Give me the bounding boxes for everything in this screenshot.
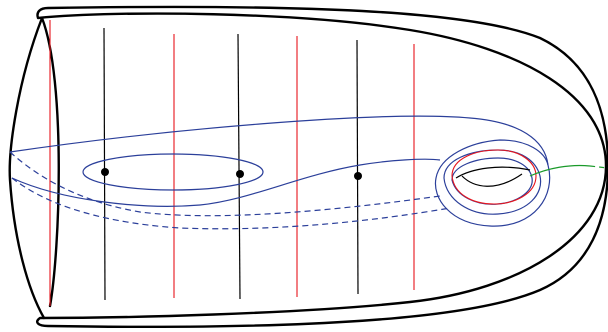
black-meridian-2	[237, 33, 241, 300]
handle-upper-lip	[455, 166, 531, 179]
red-handle-loop	[451, 149, 537, 205]
blue-dashed-lower	[11, 177, 451, 230]
green-curve-dashed	[589, 165, 608, 169]
marked-point-1	[101, 168, 109, 176]
blue-handle-loop-outer	[434, 139, 551, 227]
blue-handle-loop-inner	[451, 157, 533, 205]
red-meridians	[49, 20, 415, 306]
black-meridian-1	[103, 27, 106, 301]
black-meridians	[103, 27, 359, 301]
surface-outline	[36, 5, 608, 329]
blue-upper-curve	[9, 115, 549, 166]
blue-lower-curve	[11, 158, 441, 207]
marked-point-3	[354, 172, 362, 180]
left-boundary	[8, 16, 46, 320]
blue-curves	[9, 115, 551, 230]
blue-dashed-upper	[9, 151, 441, 217]
marked-point-2	[236, 170, 244, 178]
blue-handle-loop-middle	[443, 149, 542, 215]
black-meridian-3	[356, 39, 359, 295]
green-curve	[529, 164, 591, 177]
marked-points	[101, 168, 362, 180]
blue-loop-ellipse	[82, 153, 264, 191]
handle-lower-lip	[461, 173, 523, 187]
handle-hole	[455, 166, 531, 187]
